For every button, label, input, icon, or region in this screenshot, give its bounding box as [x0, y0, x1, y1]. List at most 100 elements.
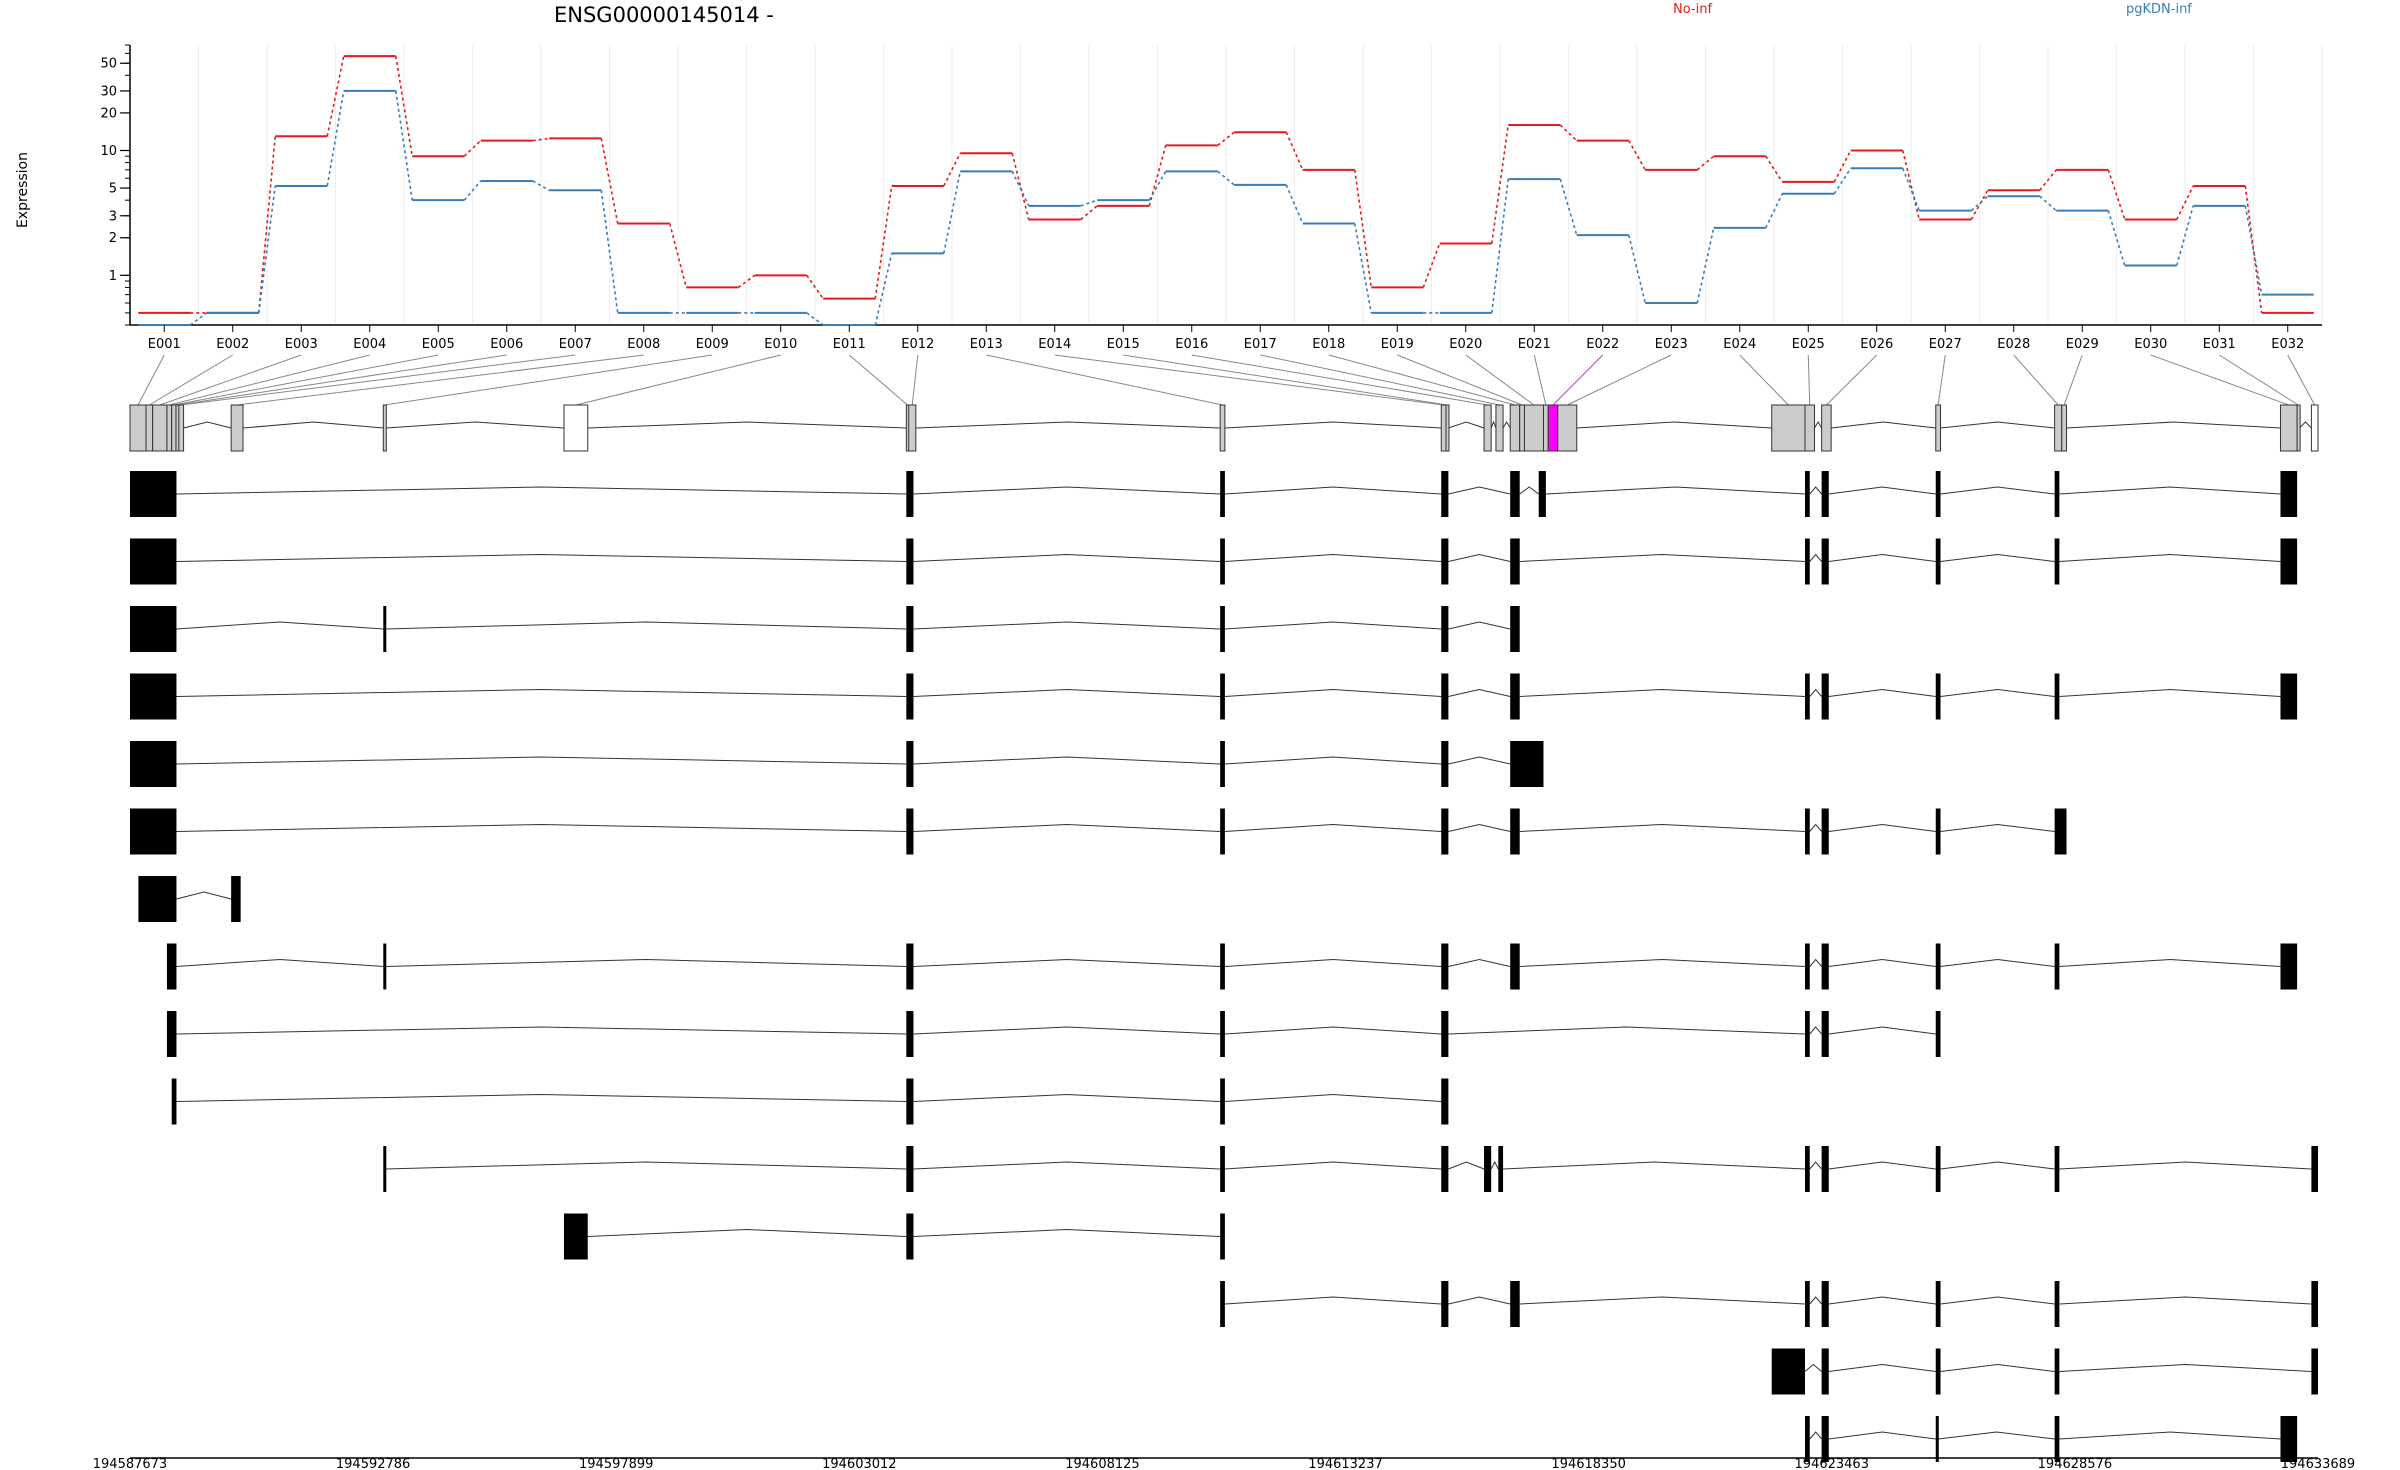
- transcript-exon: [1935, 1416, 1939, 1462]
- transcript-exon: [1510, 673, 1520, 720]
- transcript-exon: [130, 538, 177, 585]
- y-tick-label: 50: [100, 57, 117, 72]
- transcript-8: [166, 943, 2298, 990]
- transcript-exon: [138, 876, 177, 922]
- gene-exon: [1509, 404, 1521, 452]
- transcript-intron: [1224, 486, 1442, 495]
- transcript-intron: [913, 621, 1221, 630]
- transcript-15: [1804, 1416, 2298, 1462]
- exon-connector: [1397, 354, 1523, 406]
- data-connector: [1559, 178, 1578, 236]
- gene-intron: [1502, 421, 1511, 429]
- exon-label: E004: [353, 337, 386, 352]
- exon-connector: [1054, 354, 1444, 406]
- exon-label: E029: [2066, 337, 2099, 352]
- data-connector: [874, 253, 893, 326]
- transcript-intron: [1503, 1161, 1806, 1170]
- transcript-exon: [383, 943, 387, 990]
- transcript-intron: [1519, 1296, 1806, 1305]
- transcript-intron: [176, 486, 907, 495]
- exon-connector: [237, 354, 644, 406]
- data-connector: [394, 56, 414, 157]
- transcript-exon: [1220, 673, 1225, 720]
- transcript-intron: [1224, 1296, 1442, 1305]
- transcript-exon: [1804, 1011, 1810, 1057]
- transcript-intron: [1940, 1296, 2055, 1305]
- data-connector: [1833, 167, 1852, 195]
- gene-exon: [171, 404, 177, 452]
- data-connector: [2039, 195, 2057, 212]
- transcript-intron: [1519, 958, 1806, 967]
- data-connector: [942, 171, 962, 254]
- transcript-intron: [1448, 1161, 1485, 1170]
- gene-exon: [908, 404, 917, 452]
- exon-label: E032: [2271, 337, 2304, 352]
- data-connector: [2107, 169, 2126, 220]
- transcripts: [130, 471, 2318, 1462]
- transcript-exon: [906, 471, 914, 517]
- exon-connector: [1465, 354, 1535, 406]
- transcript-intron: [1809, 553, 1823, 562]
- transcript-exon: [383, 606, 387, 652]
- transcript-intron: [1940, 1161, 2055, 1170]
- transcript-intron: [913, 958, 1221, 967]
- transcript-exon: [130, 808, 177, 855]
- transcript-9: [166, 1011, 1941, 1057]
- exon-label: E003: [285, 337, 318, 352]
- exon-label: E024: [1723, 337, 1756, 352]
- gene-exon: [2279, 404, 2298, 452]
- transcript-exon: [1538, 471, 1546, 517]
- legend-pgkdn-inf: pgKDN-inf: [2126, 2, 2192, 17]
- transcript-exon: [1510, 471, 1520, 517]
- exon-connector: [1533, 354, 1547, 406]
- transcript-1: [130, 471, 2298, 517]
- gene-exon: [152, 404, 168, 452]
- exon-connector: [137, 354, 165, 406]
- gene-intron: [1448, 421, 1485, 429]
- gene-intron: [1490, 420, 1497, 429]
- transcript-exon: [2054, 943, 2060, 990]
- transcript-intron: [1940, 958, 2055, 967]
- transcript-exon: [1804, 1416, 1810, 1462]
- transcript-intron: [176, 688, 907, 697]
- transcript-intron: [1828, 958, 1936, 967]
- transcript-6: [130, 808, 2067, 855]
- transcript-13: [1220, 1281, 2318, 1327]
- exon-label: E011: [833, 337, 866, 352]
- exon-connector: [1739, 354, 1789, 406]
- gene-exon: [1935, 404, 1942, 452]
- transcript-intron: [1490, 1160, 1499, 1170]
- exon-connector: [1328, 354, 1516, 406]
- transcript-exon: [2280, 673, 2298, 720]
- transcript-exon: [1441, 741, 1449, 787]
- data-connector: [1285, 131, 1304, 171]
- transcript-intron: [2059, 1431, 2281, 1440]
- transcript-intron: [1940, 688, 2055, 697]
- data-connector: [1765, 193, 1783, 229]
- transcript-exon: [1220, 1213, 1225, 1260]
- exon-label: E010: [764, 337, 797, 352]
- exon-label: E013: [970, 337, 1003, 352]
- transcript-exon: [1821, 1416, 1829, 1462]
- data-connector: [326, 90, 345, 187]
- transcript-exon: [1821, 1146, 1829, 1192]
- transcript-exon: [2311, 1348, 2318, 1395]
- transcript-14: [1771, 1348, 2318, 1395]
- genomic-tick-label: 194592786: [336, 1457, 410, 1470]
- transcript-exon: [1510, 808, 1520, 855]
- exon-label: E031: [2203, 337, 2236, 352]
- transcript-intron: [1224, 823, 1442, 832]
- transcript-exon: [1441, 943, 1449, 990]
- data-connector: [1696, 227, 1715, 304]
- transcript-intron: [1809, 1161, 1823, 1170]
- gene-exon: [1557, 404, 1578, 452]
- transcript-intron: [1828, 1296, 1936, 1305]
- exon-connector: [2150, 354, 2289, 406]
- data-connector: [463, 180, 482, 201]
- y-tick-label: 20: [100, 106, 117, 121]
- exon-label: E006: [490, 337, 523, 352]
- transcript-exon: [1441, 1281, 1449, 1327]
- transcript-exon: [1935, 808, 1941, 855]
- transcript-intron: [1224, 1161, 1442, 1170]
- transcript-intron: [1938, 1431, 2055, 1440]
